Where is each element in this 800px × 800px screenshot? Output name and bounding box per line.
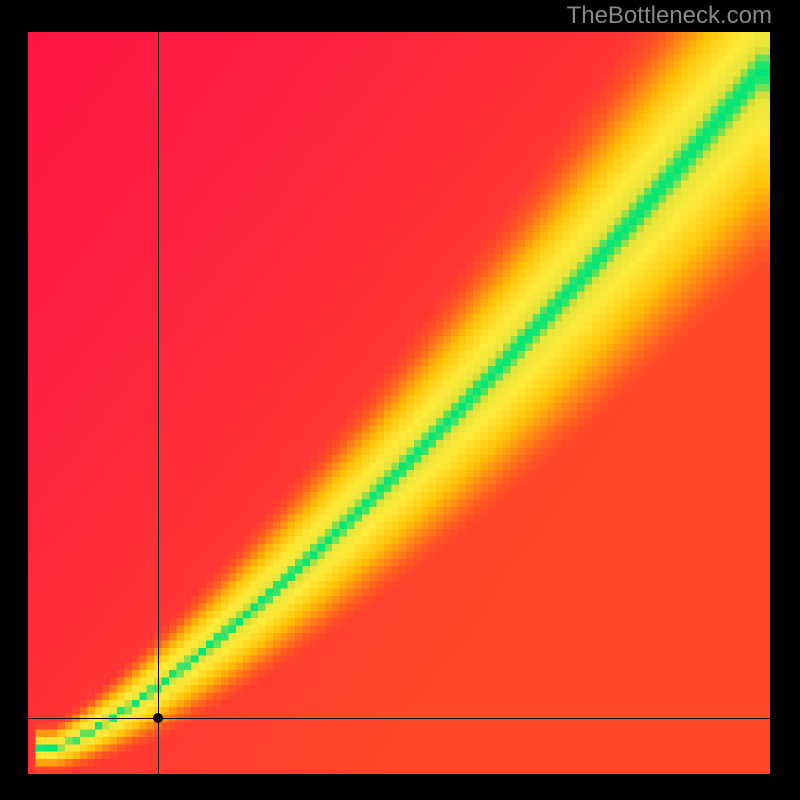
marker-dot	[153, 713, 163, 723]
crosshair-vertical	[158, 32, 159, 774]
crosshair-horizontal	[28, 718, 770, 719]
watermark-text: TheBottleneck.com	[567, 2, 772, 30]
bottleneck-heatmap	[28, 32, 770, 774]
heatmap-canvas	[28, 32, 770, 774]
